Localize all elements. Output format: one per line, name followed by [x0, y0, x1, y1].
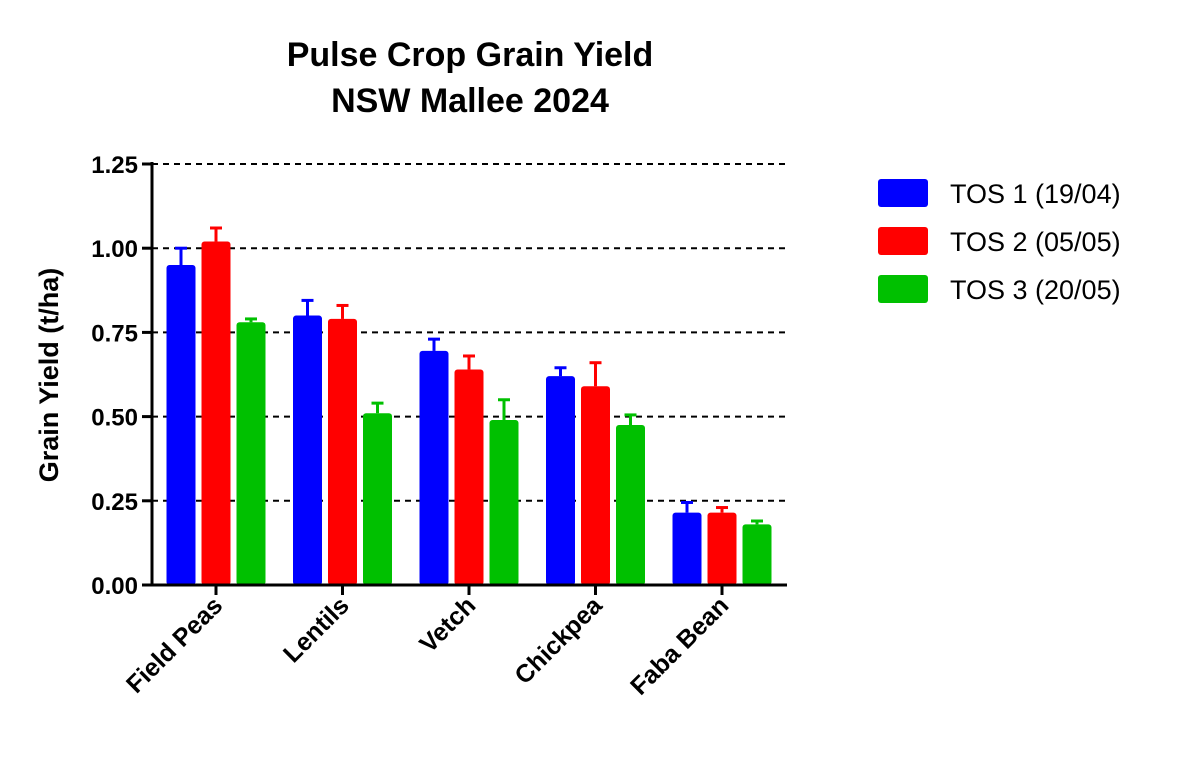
bar-tos-1 — [419, 350, 449, 585]
legend-swatch — [878, 275, 928, 303]
y-tick-label: 0.50 — [91, 405, 138, 432]
bar-tos-1 — [546, 376, 575, 585]
bar-tos-2 — [201, 241, 231, 586]
bar-tos-2 — [581, 386, 610, 585]
y-tick-label: 1.00 — [91, 236, 138, 263]
bar-tos-3 — [742, 524, 772, 585]
x-tick-label: Vetch — [414, 591, 481, 658]
bar-tos-2 — [707, 512, 737, 585]
bar-tos-3 — [363, 413, 392, 585]
chart-title-line-2: NSW Mallee 2024 — [331, 82, 609, 120]
bar-tos-2 — [328, 318, 357, 585]
legend-swatch — [878, 227, 928, 255]
legend-label: TOS 3 (20/05) — [950, 275, 1121, 305]
y-tick-label: 0.25 — [91, 489, 138, 516]
legend-label: TOS 1 (19/04) — [950, 179, 1121, 209]
bar-tos-1 — [293, 315, 322, 585]
y-tick-label: 0.00 — [91, 573, 138, 600]
x-tick-label: Lentils — [278, 591, 355, 668]
chart-title-line-1: Pulse Crop Grain Yield — [287, 36, 654, 74]
legend-label: TOS 2 (05/05) — [950, 227, 1121, 257]
bar-tos-3 — [489, 419, 519, 585]
bar-tos-1 — [166, 265, 196, 585]
legend-swatch — [878, 179, 928, 207]
x-tick-label: Chickpea — [509, 591, 608, 690]
y-axis-label: Grain Yield (t/ha) — [34, 268, 64, 483]
bar-tos-3 — [236, 322, 266, 585]
x-tick-label: Field Peas — [121, 591, 228, 698]
bar-tos-1 — [672, 512, 702, 585]
bar-tos-3 — [616, 425, 645, 585]
y-tick-label: 0.75 — [91, 320, 138, 347]
y-tick-label: 1.25 — [91, 152, 138, 179]
bar-tos-2 — [454, 369, 484, 585]
x-tick-label: Faba Bean — [625, 591, 734, 700]
